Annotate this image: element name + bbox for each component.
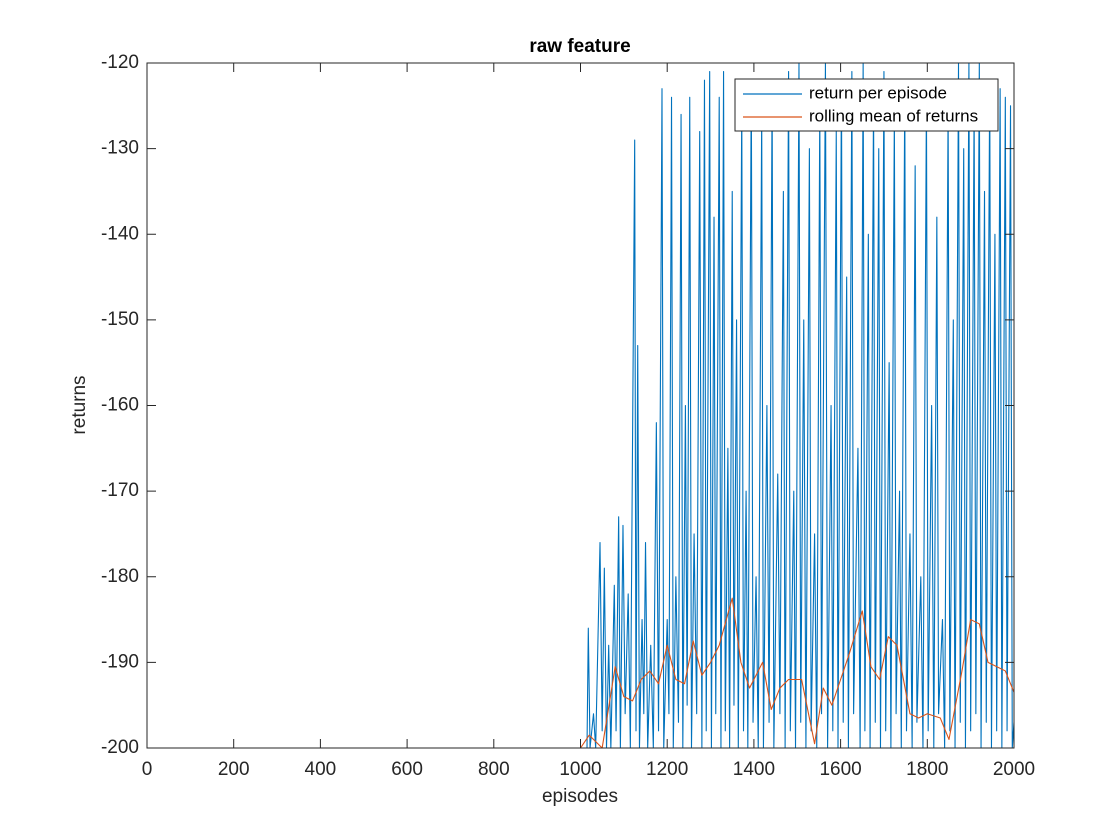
x-tick-label: 1800 xyxy=(906,759,948,780)
line-series xyxy=(147,597,1014,748)
x-tick-label: 1200 xyxy=(646,759,688,780)
y-tick-label: -200 xyxy=(101,737,139,758)
chart-title: raw feature xyxy=(529,36,630,57)
y-tick-label: -180 xyxy=(101,566,139,587)
x-tick-label: 400 xyxy=(305,759,337,780)
y-tick-label: -120 xyxy=(101,52,139,73)
x-tick-label: 2000 xyxy=(993,759,1035,780)
x-tick-label: 800 xyxy=(478,759,510,780)
x-tick-label: 1400 xyxy=(733,759,775,780)
x-tick-label: 1000 xyxy=(559,759,601,780)
x-tick-label: 200 xyxy=(218,759,250,780)
legend-box xyxy=(734,78,999,132)
y-tick-label: -160 xyxy=(101,395,139,416)
y-tick-label: -190 xyxy=(101,651,139,672)
y-tick-label: -150 xyxy=(101,309,139,330)
x-axis-label: episodes xyxy=(542,786,618,807)
y-axis-label: returns xyxy=(69,375,90,434)
x-tick-label: 600 xyxy=(391,759,423,780)
x-tick-label: 1600 xyxy=(819,759,861,780)
line-series xyxy=(147,63,1014,748)
x-tick-label: 0 xyxy=(142,759,153,780)
legend-label: return per episode xyxy=(809,83,947,102)
y-tick-label: -170 xyxy=(101,480,139,501)
plot-area xyxy=(147,63,1014,748)
y-tick-label: -130 xyxy=(101,138,139,159)
legend-label: rolling mean of returns xyxy=(809,106,978,125)
y-tick-label: -140 xyxy=(101,223,139,244)
